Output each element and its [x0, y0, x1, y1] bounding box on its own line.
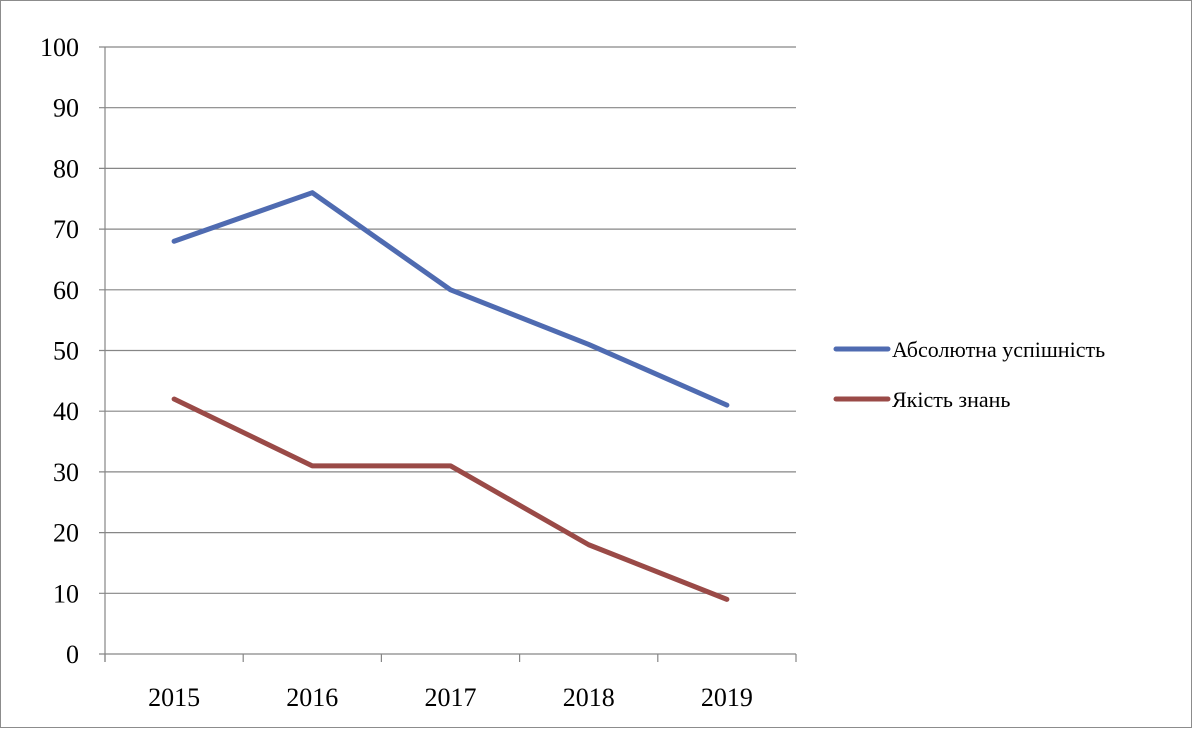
legend: Абсолютна успішність Якість знань — [833, 337, 1105, 412]
gridlines — [99, 46, 796, 594]
axes — [99, 47, 797, 662]
y-tick-label: 40 — [53, 397, 79, 426]
x-tick-labels: 2015 2016 2017 2018 2019 — [148, 683, 753, 712]
y-tick-label: 70 — [53, 215, 79, 244]
series-2-line — [171, 396, 730, 602]
x-tick-label: 2016 — [286, 683, 338, 712]
x-tick-label: 2019 — [701, 683, 753, 712]
y-tick-label: 0 — [66, 640, 79, 669]
legend-label: Якість знань — [892, 387, 1010, 412]
series-lines — [171, 190, 730, 602]
y-tick-label: 90 — [53, 94, 79, 123]
y-tick-label: 100 — [40, 33, 79, 62]
y-tick-label: 60 — [53, 276, 79, 305]
legend-item: Якість знань — [833, 387, 1010, 412]
y-tick-label: 30 — [53, 458, 79, 487]
x-tick-label: 2018 — [563, 683, 615, 712]
y-tick-label: 50 — [53, 337, 79, 366]
legend-item: Абсолютна успішність — [833, 337, 1105, 362]
y-tick-labels: 0 10 20 30 40 50 60 70 80 90 100 — [40, 33, 79, 669]
x-tick-label: 2015 — [148, 683, 200, 712]
y-tick-label: 80 — [53, 154, 79, 183]
y-tick-label: 10 — [53, 579, 79, 608]
legend-label: Абсолютна успішність — [892, 337, 1105, 362]
series-1-line — [171, 190, 730, 408]
x-tick-label: 2017 — [425, 683, 477, 712]
y-tick-label: 20 — [53, 519, 79, 548]
